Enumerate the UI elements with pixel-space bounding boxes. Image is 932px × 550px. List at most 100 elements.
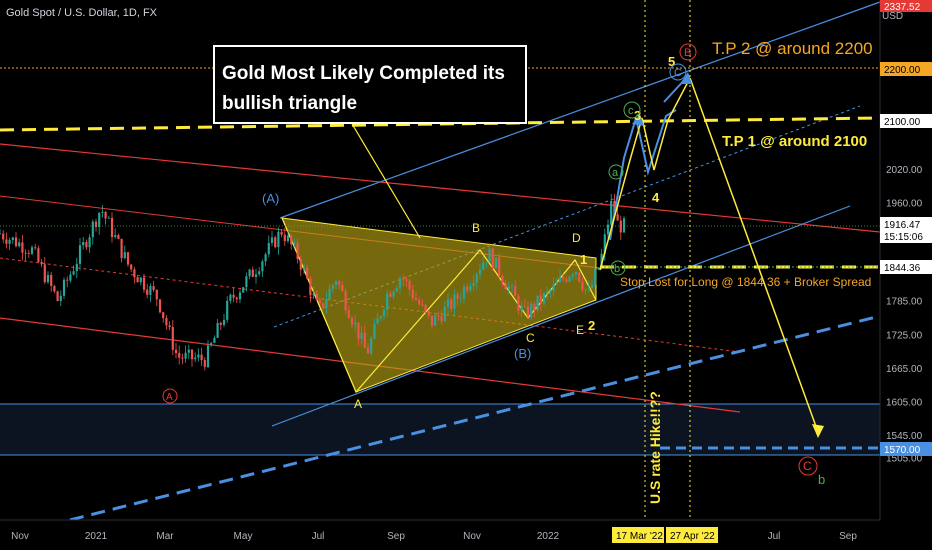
x-tick-label: Mar: [156, 531, 174, 542]
candle-body: [469, 285, 472, 291]
projected-wave-3: [609, 117, 637, 241]
candle-body: [514, 285, 517, 297]
candle-body: [379, 316, 382, 319]
candle-body: [181, 357, 184, 359]
candle-body: [82, 242, 85, 246]
candle-body: [126, 252, 130, 265]
candle-body: [91, 221, 94, 238]
x-tick-label: 2022: [537, 531, 560, 542]
candle-body: [267, 242, 270, 255]
candle-body: [357, 322, 360, 339]
wave-A-circle-label: A: [166, 392, 173, 403]
candle-body: [110, 217, 114, 237]
candle-body: [597, 267, 600, 270]
candle-body: [78, 245, 82, 264]
candle-body: [146, 289, 149, 295]
y-tick-label: 1545.00: [886, 431, 923, 442]
candle-body: [603, 234, 606, 254]
candle-body: [174, 349, 178, 354]
candle-body: [206, 345, 210, 367]
candle-body: [552, 284, 555, 291]
candle-body: [523, 305, 526, 307]
candle-body: [2, 233, 5, 240]
candle-body: [30, 247, 34, 254]
stop-price-text: 1844.36: [884, 263, 921, 274]
candle-body: [117, 235, 120, 239]
candle-body: [363, 332, 366, 348]
triangle-D-label: D: [572, 231, 581, 245]
date1-text: 17 Mar '22: [616, 531, 663, 542]
candle-body: [254, 274, 258, 277]
candle-body: [434, 315, 437, 326]
candle-body: [373, 323, 376, 339]
candle-body: [366, 347, 370, 354]
candle-body: [315, 293, 318, 301]
candle-body: [72, 271, 75, 275]
candle-body: [530, 303, 533, 317]
candle-body: [594, 269, 597, 285]
candle-body: [299, 258, 302, 270]
headline-line2: bullish triangle: [222, 93, 357, 114]
candle-body: [360, 332, 363, 339]
wave3-arrow-head: [632, 114, 644, 126]
candle-body: [18, 242, 21, 247]
candle-body: [478, 269, 482, 275]
candle-body: [219, 322, 222, 325]
candle-body: [562, 277, 565, 280]
top-price-tag: [880, 0, 932, 12]
candle-body: [453, 294, 456, 310]
candle-body: [11, 237, 14, 240]
candle-body: [162, 312, 165, 319]
wave-b-target-label: b: [818, 472, 825, 487]
rate-hike-label: U.S rate Hike!!??: [647, 391, 663, 504]
candle-body: [280, 231, 283, 235]
candle-body: [27, 253, 30, 254]
candle-body: [46, 274, 50, 283]
candle-body: [40, 261, 43, 265]
headline-line1: Gold Most Likely Completed its: [222, 63, 505, 84]
candle-body: [584, 289, 587, 291]
candle-body: [587, 287, 590, 290]
impulse-1-label: 1: [580, 252, 587, 267]
wave5-arrow-head: [680, 72, 692, 84]
candle-body: [286, 235, 290, 242]
x-tick-label: May: [234, 531, 253, 542]
x-tick-label: Sep: [839, 531, 857, 542]
current-price-text: 1916.47: [884, 220, 921, 231]
candle-body: [0, 233, 2, 235]
candle-body: [430, 315, 434, 326]
target-price-tag: [880, 442, 932, 456]
candle-body: [245, 276, 248, 288]
candle-body: [59, 295, 62, 301]
y-tick-label: 2020.00: [886, 165, 923, 176]
y-tick-label: 1725.00: [886, 330, 923, 341]
candle-body: [546, 291, 549, 294]
candle-body: [517, 296, 520, 311]
candle-body: [341, 284, 344, 292]
candle-body: [619, 220, 622, 233]
candle-body: [606, 224, 610, 235]
candle-body: [398, 278, 402, 288]
candle-body: [34, 247, 37, 249]
wave-a-label: a: [612, 167, 619, 179]
candle-body: [526, 306, 530, 317]
candle-body: [318, 300, 322, 303]
price-candles: [0, 193, 626, 371]
time-axis: [0, 520, 932, 550]
symbol-title: Gold Spot / U.S. Dollar, 1D, FX: [6, 7, 158, 19]
wave-a-ring: [608, 164, 624, 180]
candle-body: [190, 349, 194, 360]
candle-body: [283, 234, 286, 242]
candle-body: [338, 281, 341, 285]
stop-price-tag: [880, 260, 932, 274]
headline-box: [213, 45, 527, 124]
candle-body: [178, 353, 181, 358]
candle-body: [418, 299, 421, 305]
candle-body: [133, 269, 136, 278]
impulse-5-label: 5: [668, 54, 675, 69]
candle-body: [616, 214, 619, 221]
candle-body: [264, 254, 267, 262]
candle-body: [149, 286, 152, 295]
